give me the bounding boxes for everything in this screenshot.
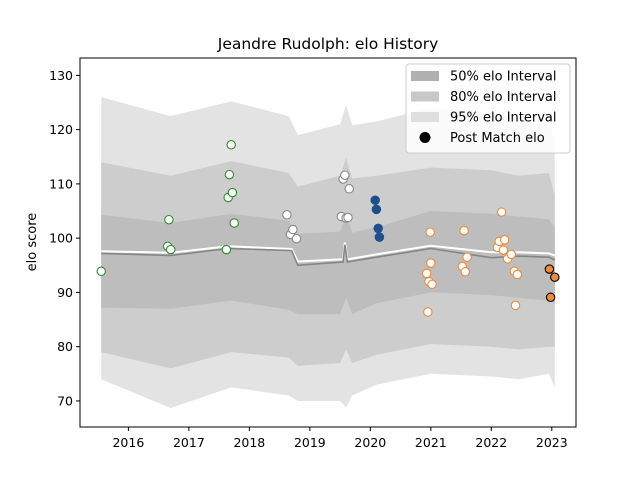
elo-point: [498, 245, 509, 255]
elo-point: [499, 235, 510, 245]
elo-point: [96, 266, 106, 277]
x-tick-label: 2020: [354, 435, 386, 450]
elo-point: [221, 244, 232, 255]
legend-swatch: [411, 91, 439, 102]
elo-point: [340, 170, 350, 180]
x-tick-label: 2023: [536, 435, 568, 450]
elo-point: [459, 225, 469, 236]
x-tick-label: 2021: [415, 435, 447, 450]
elo-point: [374, 232, 385, 242]
x-axis: 2016 2017 2018 2019 2020 2021 2022 2023: [112, 427, 568, 450]
elo-point: [164, 214, 174, 225]
legend-label: 50% elo Interval: [450, 70, 557, 85]
elo-point: [344, 184, 354, 194]
y-axis: 70 80 90 100 110 120 130: [49, 68, 80, 408]
elo-point: [427, 279, 437, 290]
y-tick-label: 120: [49, 122, 73, 137]
legend-swatch: [411, 71, 439, 81]
elo-point: [226, 140, 236, 150]
elo-point: [229, 218, 239, 228]
elo-point: [462, 252, 472, 262]
elo-point: [291, 233, 302, 244]
elo-point: [426, 258, 436, 268]
y-tick-label: 70: [57, 393, 73, 408]
x-tick-label: 2022: [475, 435, 507, 450]
elo-point: [510, 300, 521, 311]
elo-point: [373, 223, 383, 234]
post-match-points: [96, 140, 560, 317]
elo-point: [460, 267, 471, 277]
elo-point: [343, 212, 353, 223]
elo-point: [224, 169, 235, 180]
elo-point: [370, 195, 380, 205]
y-tick-label: 90: [57, 285, 73, 300]
elo-point: [544, 264, 555, 274]
elo-point: [421, 268, 432, 279]
legend-box: [405, 63, 571, 154]
elo-point: [550, 272, 560, 282]
elo-point: [165, 244, 176, 255]
interval-bands: [101, 97, 555, 408]
elo-point: [496, 207, 507, 217]
elo-point: [425, 227, 435, 237]
elo-point: [423, 307, 433, 317]
legend: 50% elo Interval 80% elo Interval 95% elo …: [405, 63, 571, 154]
legend-marker: [419, 132, 431, 143]
elo-point: [506, 249, 517, 260]
legend-swatch: [411, 112, 439, 122]
x-tick-label: 2016: [112, 435, 144, 450]
legend-label: Post Match elo: [450, 131, 545, 146]
x-tick-label: 2019: [294, 435, 326, 450]
x-tick-label: 2017: [173, 435, 205, 450]
elo-point: [512, 269, 523, 280]
y-axis-label: elo score: [25, 213, 40, 272]
elo-point: [227, 187, 238, 198]
y-tick-label: 130: [49, 68, 73, 83]
y-tick-label: 110: [49, 176, 73, 191]
x-tick-label: 2018: [233, 435, 265, 450]
elo-point: [545, 292, 556, 303]
elo-point: [371, 204, 382, 215]
y-tick-label: 80: [57, 339, 73, 354]
plot-frame: [79, 57, 577, 428]
elo-point: [288, 224, 298, 235]
chart-title: Jeandre Rudolph: elo History: [217, 35, 439, 53]
elo-point: [282, 210, 292, 220]
legend-label: 80% elo Interval: [450, 90, 557, 105]
legend-label: 95% elo Interval: [450, 111, 557, 126]
y-tick-label: 100: [49, 231, 73, 246]
